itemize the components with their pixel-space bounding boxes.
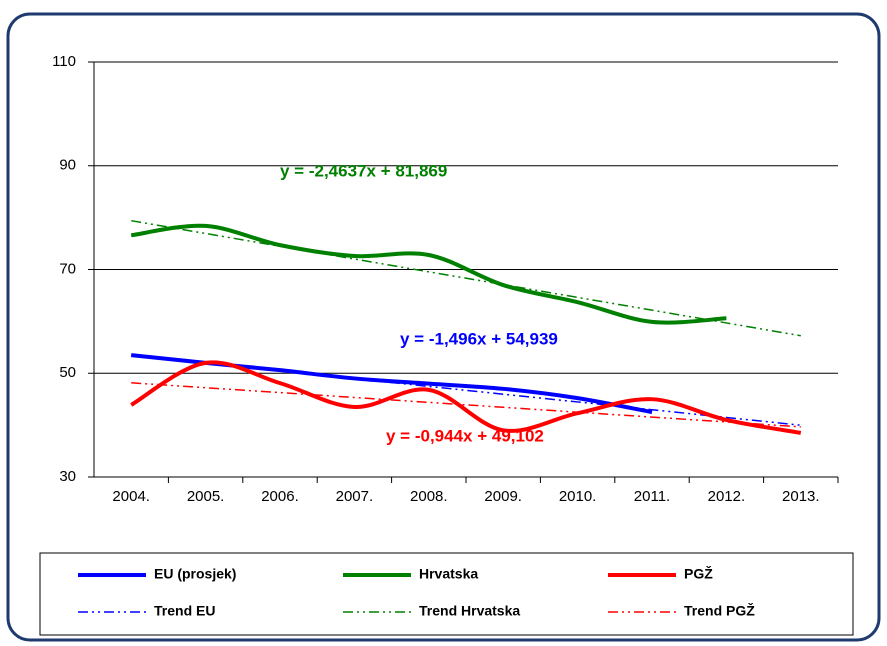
x-tick-label: 2011. [634, 488, 670, 505]
y-tick-label: 70 [59, 260, 76, 277]
x-tick-label: 2008. [410, 488, 448, 505]
legend-label: Trend PGŽ [684, 602, 755, 619]
y-tick-label: 90 [59, 157, 76, 174]
y-tick-label: 50 [59, 364, 76, 381]
legend-label: EU (prosjek) [154, 566, 236, 582]
annotation: y = -2,4637x + 81,869 [280, 161, 447, 180]
y-tick-label: 110 [52, 53, 76, 70]
y-tick-label: 30 [59, 468, 76, 485]
legend-label: Trend Hrvatska [419, 603, 520, 619]
x-tick-label: 2009. [484, 488, 522, 505]
x-tick-label: 2007. [336, 488, 374, 505]
legend-label: Hrvatska [419, 566, 478, 582]
x-tick-label: 2012. [708, 488, 746, 505]
chart: 30 50 70 90 110 2004. 2005. 2006. 2007. 2008. 2009… [0, 0, 887, 646]
page: {"chart_data": {"type": "line", "categor… [0, 0, 887, 646]
x-tick-label: 2004. [112, 488, 150, 505]
x-tick-label: 2010. [559, 488, 597, 505]
x-tick-label: 2006. [261, 488, 299, 505]
legend-label: Trend EU [154, 603, 215, 619]
legend-label: PGŽ [684, 565, 713, 582]
x-tick-label: 2005. [187, 488, 225, 505]
x-tick-label: 2013. [782, 488, 820, 505]
annotation: y = -1,496x + 54,939 [400, 329, 558, 348]
annotation: y = -0,944x + 49,102 [386, 426, 544, 445]
